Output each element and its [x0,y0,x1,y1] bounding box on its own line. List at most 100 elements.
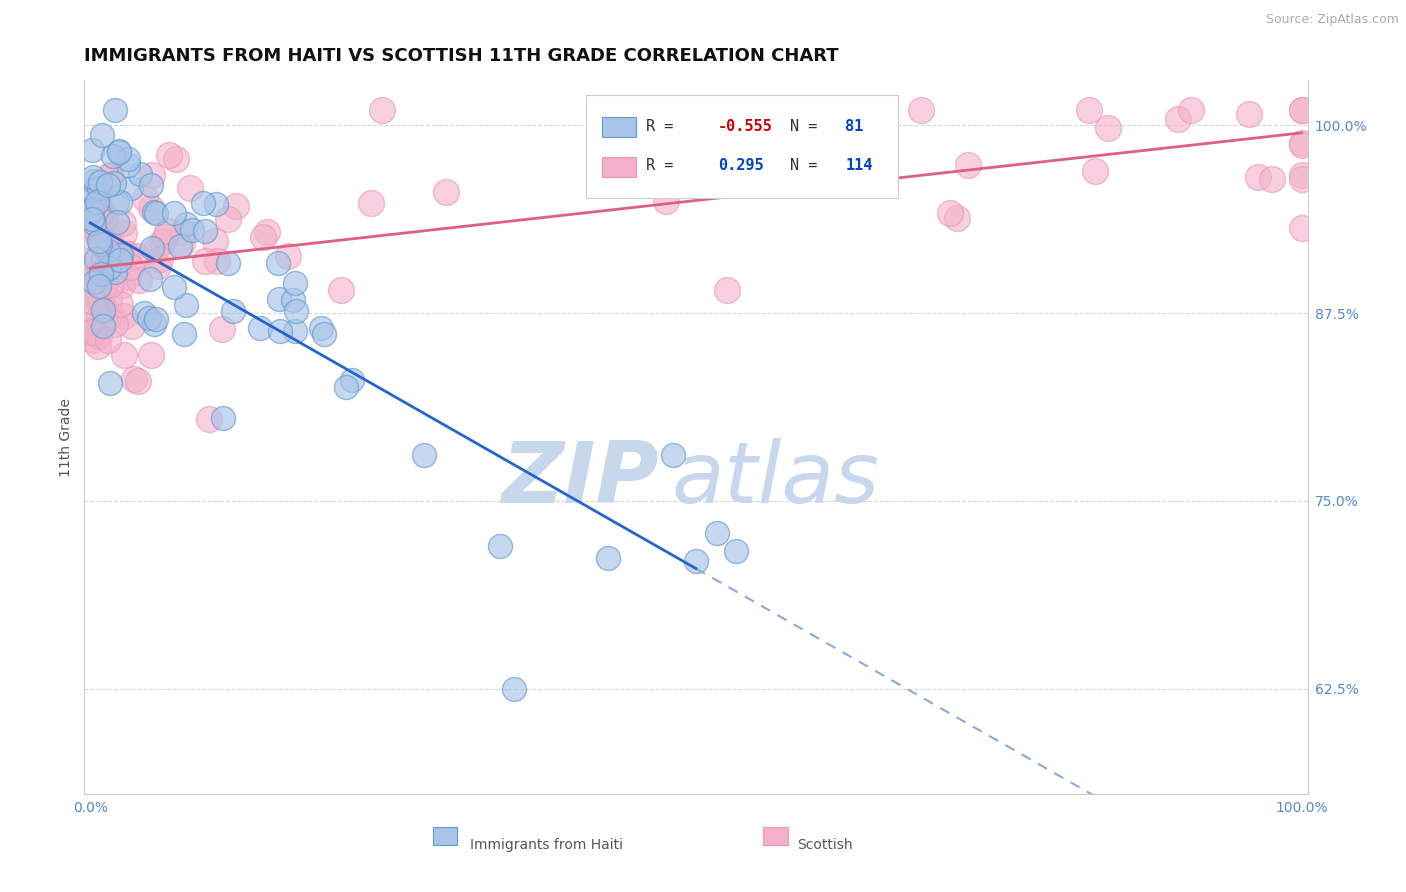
Point [132,306,155,320]
Point [84,226,107,240]
Point [96,228,118,243]
Point [111,216,134,230]
Point [142,205,165,219]
Point [91,318,114,333]
Text: R =: R = [645,159,682,173]
Text: Immigrants from Haiti: Immigrants from Haiti [470,838,623,852]
Point [98,293,121,307]
Point [412,448,434,462]
Point [90,293,112,308]
Point [82,169,104,184]
Point [83,220,105,235]
Point [112,309,135,323]
Point [104,265,127,279]
Point [80,211,103,226]
Point [1097,120,1119,135]
Point [198,412,221,426]
Point [86,195,108,210]
Point [156,224,179,238]
Point [176,298,198,312]
Point [284,324,307,338]
Point [91,236,114,251]
Point [204,234,226,248]
Point [204,196,226,211]
Bar [602,157,636,177]
Point [330,284,353,298]
Point [149,252,172,267]
Point [163,205,186,219]
Point [80,185,103,199]
Point [110,248,132,262]
Point [103,176,125,190]
Point [120,260,142,275]
Point [128,273,150,287]
Point [277,249,299,263]
Point [225,199,247,213]
Point [1167,112,1189,127]
Point [89,310,111,324]
Point [335,380,357,394]
Point [1180,103,1202,118]
Point [340,373,363,387]
Point [311,320,333,334]
Point [267,292,290,306]
Point [165,153,187,167]
Point [488,540,510,554]
Point [205,254,228,268]
Text: 81: 81 [845,120,863,134]
Point [139,348,162,362]
Point [117,247,139,261]
Point [86,269,108,284]
Point [82,324,104,338]
Point [1291,138,1313,153]
Point [107,144,129,158]
Text: R =: R = [645,120,682,134]
Point [111,277,134,292]
Point [80,333,103,347]
Point [91,302,114,317]
Point [104,242,127,256]
Point [139,271,162,285]
Point [194,254,217,268]
Text: atlas: atlas [672,438,880,522]
Point [83,252,105,267]
Point [89,266,111,280]
Point [94,209,117,223]
Point [87,271,110,285]
Point [145,243,167,257]
Point [91,303,114,318]
Point [83,307,105,321]
Point [194,224,217,238]
Point [212,410,235,425]
Point [117,153,139,167]
Point [96,334,118,348]
Point [141,178,163,192]
Point [90,272,112,286]
Point [86,339,108,353]
Point [706,525,728,540]
Point [169,239,191,253]
Point [1237,107,1260,121]
Point [108,195,131,210]
Point [93,301,115,316]
Point [176,218,198,232]
Point [83,286,105,301]
Point [87,226,110,240]
Point [87,195,110,210]
Point [87,294,110,309]
Text: Scottish: Scottish [797,838,853,852]
Point [120,181,142,195]
Point [97,261,120,276]
Point [685,554,707,568]
Point [1261,171,1284,186]
Point [89,237,111,252]
Point [598,551,620,566]
Text: N =: N = [790,159,827,173]
Point [155,230,177,244]
Point [112,226,135,240]
Point [108,253,131,268]
Point [90,203,112,218]
Point [191,196,214,211]
Point [98,376,121,391]
Point [93,210,115,224]
